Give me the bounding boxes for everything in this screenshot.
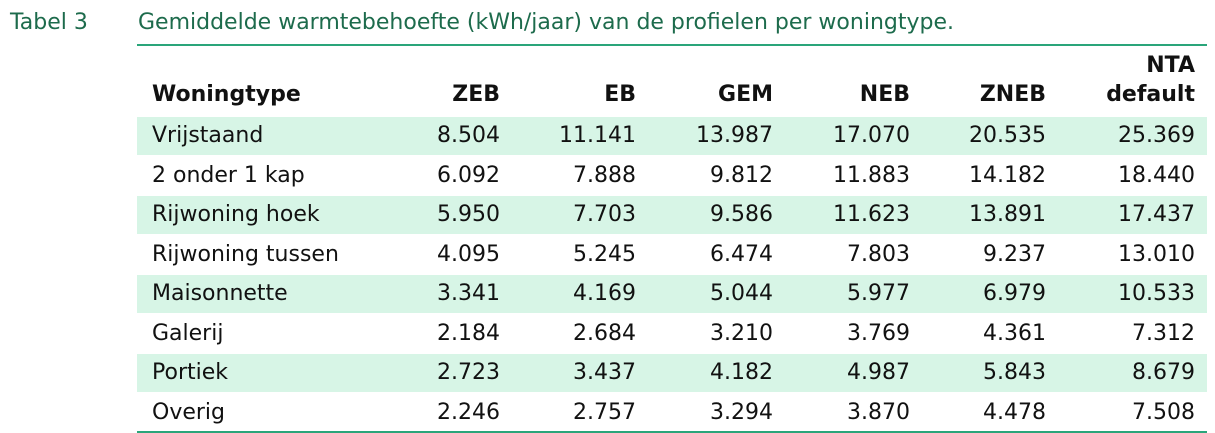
cell: 8.504: [376, 115, 512, 156]
cell: 2.723: [376, 352, 512, 393]
cell: 7.312: [1058, 312, 1207, 353]
cell: 2.246: [376, 391, 512, 432]
table-title: Gemiddelde warmtebehoefte (kWh/jaar) van…: [138, 10, 954, 35]
cell: 11.623: [785, 194, 922, 235]
cell: 11.141: [512, 115, 648, 156]
cell: 3.769: [785, 312, 922, 353]
cell: 3.437: [512, 352, 648, 393]
cell: 6.092: [376, 154, 512, 195]
cell: 4.478: [922, 391, 1058, 432]
column-header: ZNEB: [979, 82, 1046, 107]
cell: 25.369: [1058, 115, 1207, 156]
cell: 5.044: [648, 273, 785, 314]
row-label: Maisonnette: [137, 273, 376, 314]
row-label: Rijwoning tussen: [137, 233, 376, 274]
cell: 6.979: [922, 273, 1058, 314]
cell: 9.812: [648, 154, 785, 195]
cell: 10.533: [1058, 273, 1207, 314]
cell: 4.095: [376, 233, 512, 274]
cell: 13.010: [1058, 233, 1207, 274]
column-header: EB: [604, 82, 636, 107]
cell: 3.210: [648, 312, 785, 353]
cell: 5.950: [376, 194, 512, 235]
table-row: Rijwoning tussen 4.095 5.245 6.474 7.803 9.23…: [137, 233, 1207, 274]
cell: 7.703: [512, 194, 648, 235]
cell: 8.679: [1058, 352, 1207, 393]
cell: 2.184: [376, 312, 512, 353]
cell: 14.182: [922, 154, 1058, 195]
cell: 5.977: [785, 273, 922, 314]
cell: 17.437: [1058, 194, 1207, 235]
cell: 13.891: [922, 194, 1058, 235]
cell: 3.870: [785, 391, 922, 432]
table-row: Maisonnette 3.341 4.169 5.044 5.977 6.979 10.5…: [137, 273, 1207, 314]
row-label: Vrijstaand: [137, 115, 376, 156]
cell: 4.987: [785, 352, 922, 393]
table-row: Overig 2.246 2.757 3.294 3.870 4.478 7.508: [137, 391, 1207, 432]
cell: 5.843: [922, 352, 1058, 393]
row-label: 2 onder 1 kap: [137, 154, 376, 195]
cell: 7.803: [785, 233, 922, 274]
cell: 7.508: [1058, 391, 1207, 432]
table-row: Rijwoning hoek 5.950 7.703 9.586 11.623 13.89…: [137, 194, 1207, 235]
cell: 4.182: [648, 352, 785, 393]
cell: 13.987: [648, 115, 785, 156]
cell: 2.684: [512, 312, 648, 353]
row-label: Overig: [137, 391, 376, 432]
cell: 9.237: [922, 233, 1058, 274]
table-label: Tabel 3: [10, 10, 88, 35]
cell: 2.757: [512, 391, 648, 432]
cell: 4.361: [922, 312, 1058, 353]
cell: 20.535: [922, 115, 1058, 156]
data-table: Woningtype ZEB EB GEM NEB ZNEB NTA default Vri…: [137, 44, 1207, 433]
cell: 18.440: [1058, 154, 1207, 195]
cell: 6.474: [648, 233, 785, 274]
table-row: Portiek 2.723 3.437 4.182 4.987 5.843 8.679: [137, 352, 1207, 393]
column-header: GEM: [718, 82, 773, 107]
header-row: Woningtype ZEB EB GEM NEB ZNEB NTA default: [137, 45, 1207, 116]
table-row: Vrijstaand 8.504 11.141 13.987 17.070 20.535 2…: [137, 115, 1207, 156]
cell: 11.883: [785, 154, 922, 195]
row-label: Portiek: [137, 352, 376, 393]
column-header: NTA default: [1106, 53, 1195, 107]
column-header: NEB: [859, 82, 910, 107]
row-label: Galerij: [137, 312, 376, 353]
cell: 3.294: [648, 391, 785, 432]
cell: 3.341: [376, 273, 512, 314]
row-label: Rijwoning hoek: [137, 194, 376, 235]
table-row: Galerij 2.184 2.684 3.210 3.769 4.361 7.312: [137, 312, 1207, 353]
cell: 17.070: [785, 115, 922, 156]
cell: 4.169: [512, 273, 648, 314]
column-header: Woningtype: [152, 82, 301, 107]
table-body: Vrijstaand 8.504 11.141 13.987 17.070 20.535 2…: [137, 115, 1207, 432]
cell: 9.586: [648, 194, 785, 235]
cell: 7.888: [512, 154, 648, 195]
cell: 5.245: [512, 233, 648, 274]
table-row: 2 onder 1 kap 6.092 7.888 9.812 11.883 14.182…: [137, 154, 1207, 195]
column-header: ZEB: [452, 82, 500, 107]
